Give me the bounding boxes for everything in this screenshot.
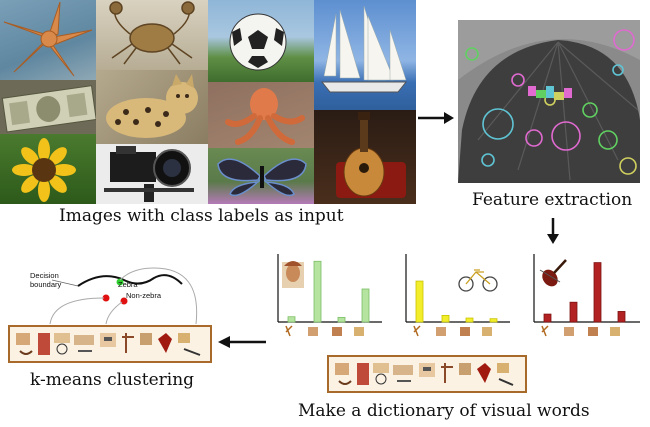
histogram-bar-violin-4 [617,311,626,323]
histogram-bar-face-3 [337,316,346,323]
octopus-photo [208,82,314,148]
histogram-bicycle [405,254,510,323]
umbrella-feature-photo [458,20,640,183]
visual-words [335,363,514,386]
histogram-face [277,254,382,323]
histogram-bar-violin-2 [569,301,578,323]
dictionary-caption: Make a dictionary of visual words [298,401,590,421]
non-zebra-point-2 [120,297,128,305]
classifier-diagram: Decision boundary Zebra Non-zebra [30,267,198,325]
bicycle-thumb [458,269,498,292]
arrow-to-features [418,112,454,124]
feature-extraction-caption: Feature extraction [472,190,633,210]
starfish-photo [0,0,96,80]
histogram-panel [277,254,640,337]
decision-boundary-label: Decision boundary [30,271,62,289]
histogram-bar-bicycle-1 [415,280,424,323]
crab-photo [96,0,208,70]
violin-thumb [539,259,567,287]
decision-boundary-curve [77,274,183,287]
sailboat-photo [314,0,416,110]
histogram-bar-face-1 [287,316,296,323]
dollar-bill-photo [0,80,96,134]
camera-photo [96,144,208,204]
histogram-bar-bicycle-4 [489,318,498,323]
histogram-bar-face-4 [361,288,370,323]
projection-arcs [49,267,198,325]
histogram-violin [533,254,640,323]
arrow-down-to-histograms [547,218,559,244]
non-zebra-label: Non-zebra [126,291,162,300]
input-caption: Images with class labels as input [59,206,344,226]
input-image-grid [0,0,416,204]
non-zebra-point-1 [102,294,110,302]
visual-word-thumbs [285,325,620,337]
zebra-point [116,278,124,286]
face-thumb [282,261,304,288]
cluster-strip [8,325,212,363]
arrow-to-clustering [218,336,266,348]
boundary-pointer [51,279,79,287]
leopard-cat-photo [96,70,208,144]
soccer-ball-photo [208,0,314,82]
histogram-bar-bicycle-2 [441,315,450,323]
histogram-bar-face-2 [313,260,322,323]
clustered-visual-words [16,333,201,356]
dictionary-strip [327,355,527,393]
clustering-caption: k-means clustering [30,370,195,390]
butterfly-photo [208,148,314,204]
sunflower-photo [0,134,96,204]
histogram-bar-violin-3 [593,262,602,323]
mandolin-photo [314,110,416,204]
histogram-bar-bicycle-3 [465,317,474,323]
histogram-bar-violin-1 [543,313,552,323]
zebra-label: Zebra [118,280,138,289]
